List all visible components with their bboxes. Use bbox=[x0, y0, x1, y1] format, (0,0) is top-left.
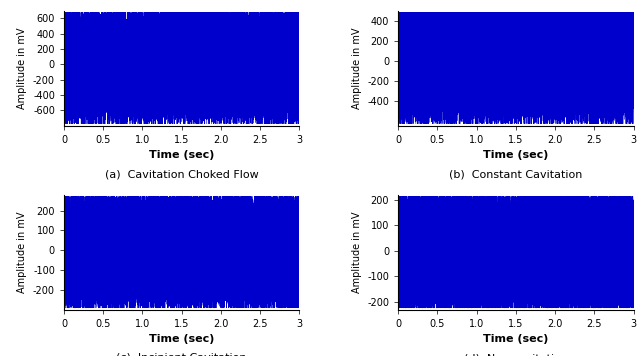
Y-axis label: Amplitude in mV: Amplitude in mV bbox=[17, 27, 28, 109]
Text: (c)  Incipient Cavitation: (c) Incipient Cavitation bbox=[116, 354, 247, 356]
Y-axis label: Amplitude in mV: Amplitude in mV bbox=[351, 27, 362, 109]
X-axis label: Time (sec): Time (sec) bbox=[149, 150, 214, 160]
Text: (d)  Non cavitation: (d) Non cavitation bbox=[464, 354, 568, 356]
X-axis label: Time (sec): Time (sec) bbox=[483, 334, 548, 344]
Y-axis label: Amplitude in mV: Amplitude in mV bbox=[17, 211, 28, 293]
X-axis label: Time (sec): Time (sec) bbox=[149, 334, 214, 344]
Text: (a)  Cavitation Choked Flow: (a) Cavitation Choked Flow bbox=[105, 169, 259, 179]
Y-axis label: Amplitude in mV: Amplitude in mV bbox=[351, 211, 362, 293]
X-axis label: Time (sec): Time (sec) bbox=[483, 150, 548, 160]
Text: (b)  Constant Cavitation: (b) Constant Cavitation bbox=[449, 169, 582, 179]
